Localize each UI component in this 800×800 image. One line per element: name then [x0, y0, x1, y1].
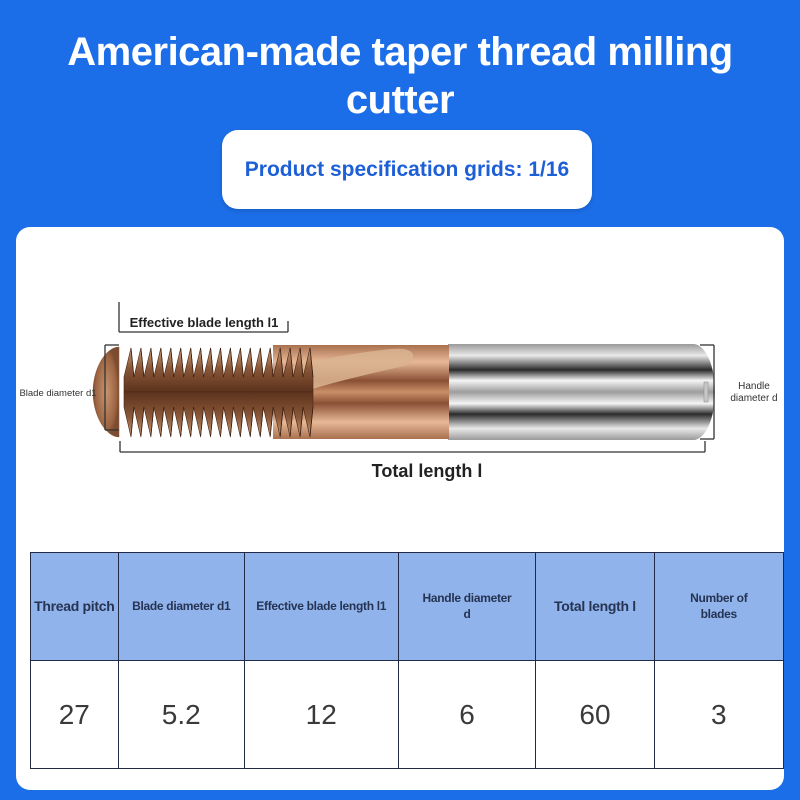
- svg-text:Handle: Handle: [738, 381, 770, 392]
- svg-text:diameter d: diameter d: [730, 393, 777, 404]
- svg-text:Effective blade length l1: Effective blade length l1: [130, 315, 279, 330]
- svg-text:Total length l: Total length l: [372, 461, 483, 481]
- svg-text:Blade diameter d1: Blade diameter d1: [19, 388, 96, 399]
